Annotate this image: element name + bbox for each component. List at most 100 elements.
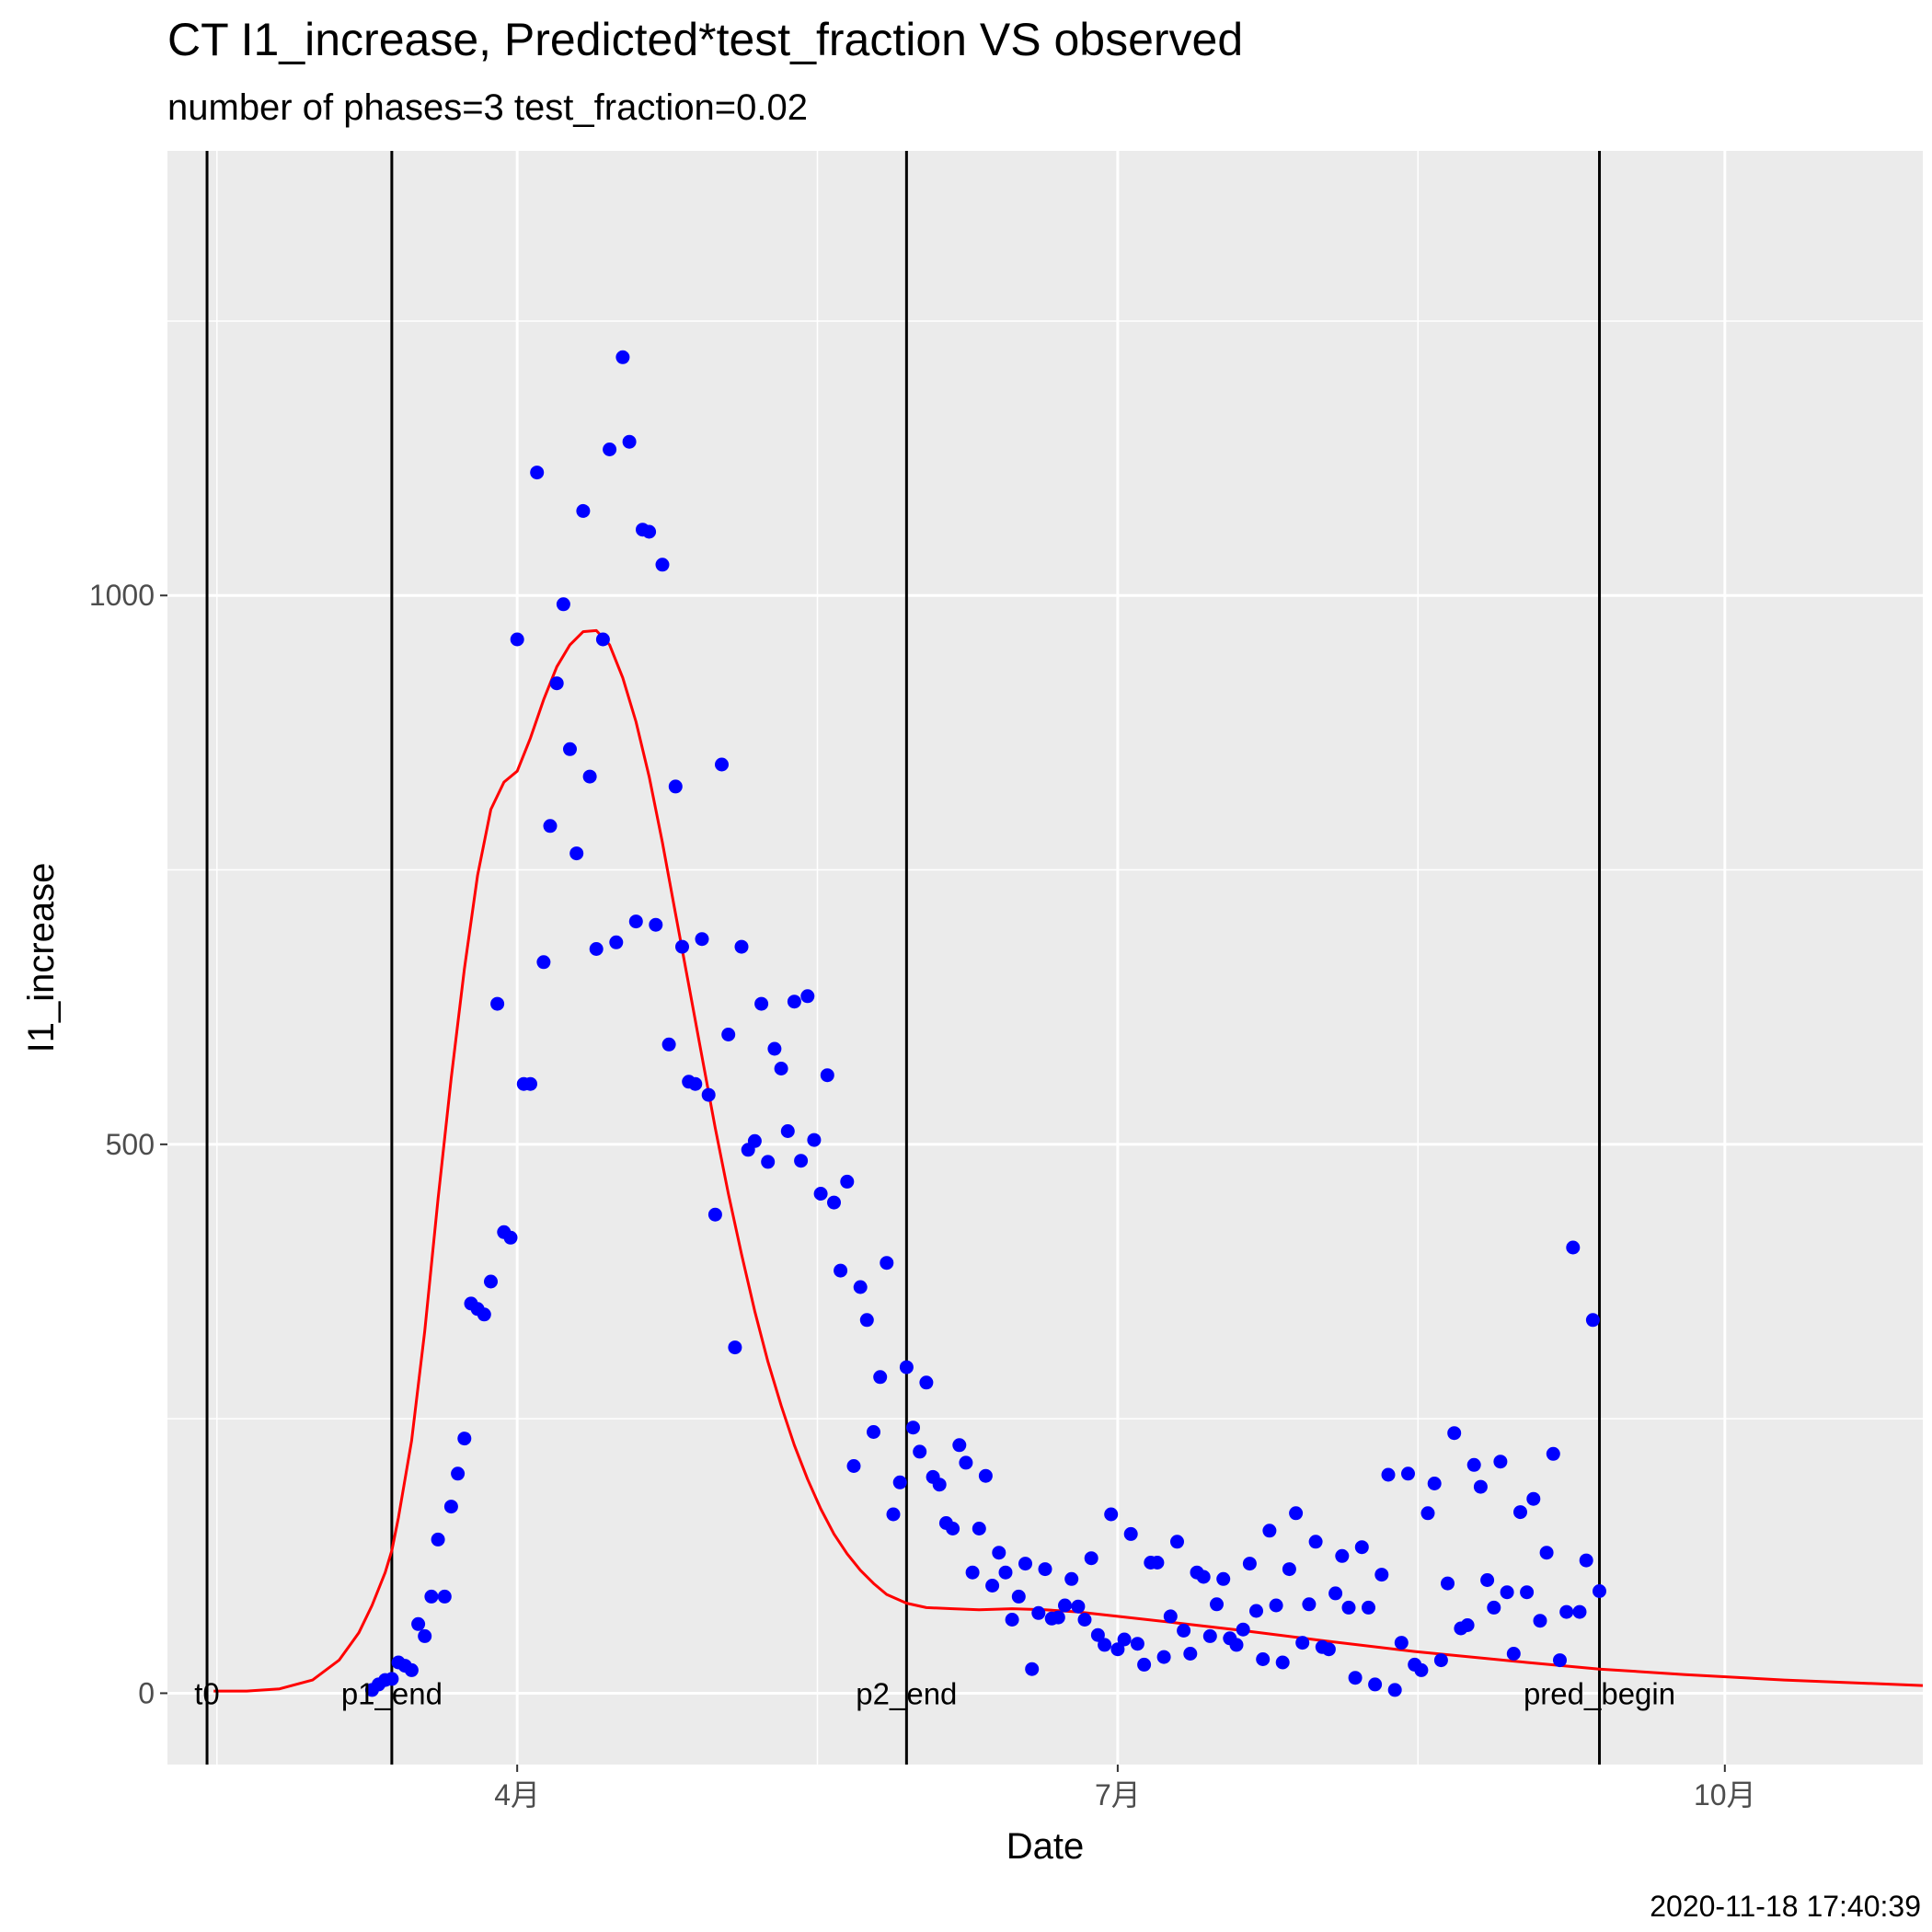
observed-point — [1123, 1526, 1138, 1541]
observed-point — [1460, 1618, 1475, 1632]
observed-point — [1269, 1598, 1283, 1613]
observed-point — [972, 1522, 986, 1535]
observed-point — [457, 1432, 472, 1446]
observed-point — [1553, 1653, 1567, 1668]
observed-point — [1513, 1505, 1527, 1520]
observed-point — [490, 996, 505, 1011]
observed-point — [1058, 1598, 1072, 1613]
observed-point — [437, 1589, 452, 1604]
observed-point — [1236, 1622, 1250, 1637]
x-tick-label: 4月 — [494, 1778, 540, 1811]
observed-point — [946, 1522, 960, 1535]
observed-point — [609, 935, 624, 949]
observed-point — [1051, 1610, 1065, 1625]
x-tick-label: 10月 — [1694, 1778, 1756, 1811]
y-tick-label: 500 — [106, 1128, 155, 1161]
observed-point — [728, 1340, 742, 1355]
observed-point — [1025, 1662, 1040, 1676]
observed-point — [1354, 1540, 1369, 1555]
observed-point — [1493, 1455, 1508, 1469]
observed-point — [965, 1565, 980, 1580]
y-tick-label: 1000 — [89, 579, 155, 612]
observed-point — [595, 632, 610, 647]
observed-point — [1262, 1524, 1277, 1538]
observed-point — [615, 350, 630, 364]
observed-points — [364, 350, 1606, 1697]
observed-point — [1196, 1570, 1211, 1584]
observed-point — [543, 819, 558, 834]
observed-point — [1071, 1599, 1086, 1614]
observed-point — [1005, 1613, 1019, 1627]
observed-point — [800, 989, 815, 1004]
observed-point — [952, 1438, 967, 1453]
observed-point — [707, 1207, 722, 1222]
observed-point — [906, 1420, 920, 1435]
observed-point — [503, 1230, 518, 1245]
observed-point — [1090, 1627, 1105, 1642]
observed-point — [1137, 1657, 1152, 1672]
observed-point — [1098, 1638, 1112, 1652]
observed-point — [1084, 1551, 1098, 1566]
observed-point — [1500, 1585, 1514, 1600]
observed-point — [774, 1062, 788, 1075]
observed-point — [1546, 1446, 1560, 1461]
observed-point — [675, 939, 689, 954]
observed-point — [1559, 1604, 1574, 1619]
observed-point — [1302, 1597, 1317, 1612]
observed-point — [1275, 1655, 1290, 1670]
observed-point — [1328, 1586, 1343, 1601]
observed-point — [886, 1507, 901, 1522]
phase-label: pred_begin — [1524, 1676, 1675, 1710]
observed-point — [1480, 1573, 1495, 1587]
major-gridlines — [167, 151, 1923, 1765]
chart-title: CT I1_increase, Predicted*test_fraction … — [167, 14, 1243, 65]
observed-point — [1414, 1662, 1429, 1677]
observed-point — [767, 1041, 782, 1056]
observed-point — [695, 932, 709, 947]
observed-point — [1593, 1584, 1606, 1598]
observed-point — [1394, 1636, 1409, 1650]
observed-point — [569, 846, 584, 861]
observed-point — [807, 1133, 822, 1147]
observed-point — [556, 597, 570, 612]
y-tick-label: 0 — [138, 1676, 155, 1709]
timestamp-caption: 2020-11-18 17:40:39 — [1650, 1890, 1921, 1923]
observed-point — [688, 1076, 703, 1091]
observed-point — [899, 1360, 914, 1374]
observed-point — [834, 1263, 848, 1278]
observed-point — [1585, 1313, 1600, 1328]
observed-point — [985, 1579, 1000, 1593]
plot-panel — [167, 151, 1923, 1765]
observed-point — [853, 1280, 868, 1294]
observed-point — [1170, 1535, 1184, 1549]
x-tick-label: 7月 — [1095, 1778, 1141, 1811]
observed-point — [1242, 1557, 1257, 1571]
observed-point — [649, 917, 663, 932]
observed-point — [1441, 1576, 1455, 1591]
observed-point — [563, 742, 577, 756]
observed-point — [1466, 1457, 1481, 1472]
observed-point — [1282, 1562, 1296, 1577]
observed-point — [451, 1466, 466, 1481]
observed-point — [1341, 1600, 1356, 1615]
observed-point — [701, 1087, 716, 1102]
observed-point — [1420, 1506, 1435, 1521]
observed-point — [787, 995, 801, 1009]
observed-point — [827, 1195, 841, 1210]
observed-point — [1289, 1506, 1304, 1521]
observed-point — [840, 1174, 855, 1189]
observed-point — [411, 1616, 426, 1631]
observed-point — [1064, 1571, 1079, 1586]
observed-point — [978, 1468, 993, 1483]
observed-point — [628, 914, 643, 929]
observed-point — [603, 443, 617, 456]
observed-point — [1427, 1477, 1442, 1490]
observed-point — [549, 676, 564, 691]
observed-point — [1295, 1636, 1310, 1650]
observed-point — [431, 1532, 445, 1547]
observed-point — [867, 1425, 880, 1439]
observed-point — [1506, 1647, 1521, 1661]
observed-point — [1433, 1653, 1448, 1668]
observed-point — [582, 769, 597, 784]
